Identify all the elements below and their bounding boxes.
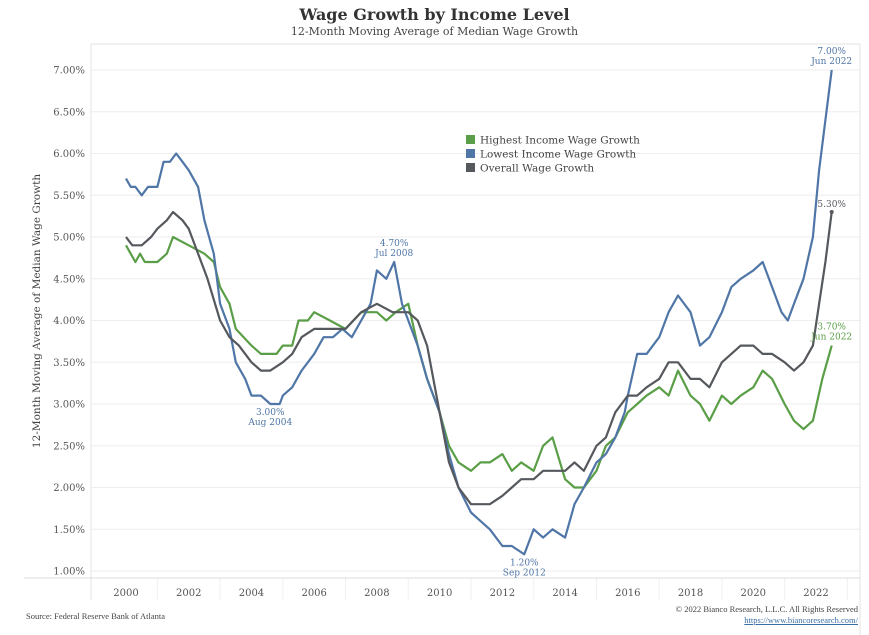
axis-layer: 12-Month Moving Average of Median Wage G… (24, 43, 861, 635)
x-tick-label: 2000 (113, 588, 138, 599)
x-tick-layer: 2000 2002 2004 2006 2008 2010 2012 2014 2016 2018… (113, 588, 828, 599)
y-axis-label: 12-Month Moving Average of Median Wage G… (31, 174, 43, 448)
legend-label-lowest: Lowest Income Wage Growth (480, 149, 636, 161)
y-tick-label: 6.00% (53, 149, 85, 160)
annotation-value: 7.00% (817, 47, 846, 57)
legend-swatch-overall (466, 163, 475, 172)
website-link[interactable]: https://www.biancoresearch.com/ (744, 615, 858, 625)
y-tick-label: 5.50% (53, 191, 85, 202)
series-line-lowest (125, 69, 833, 556)
x-tick-label: 2002 (176, 588, 201, 599)
x-tick-label: 2022 (803, 588, 828, 599)
x-tick-label: 2012 (490, 588, 515, 599)
series-line-highest (125, 235, 833, 489)
annotation-value: 1.20% (510, 558, 539, 568)
annotation-date: Jun 2022 (810, 333, 852, 343)
x-tick-label: 2020 (741, 588, 766, 599)
annotation-layer: 3.00%Aug 2004 4.70%Jul 2008 1.20%Sep 2012 7… (247, 47, 852, 578)
annotation-date: Jul 2008 (374, 249, 413, 259)
y-tick-label: 5.00% (53, 233, 85, 244)
x-tick-label: 2004 (239, 588, 264, 599)
y-tick-label: 4.00% (53, 316, 85, 327)
annotation-date: Sep 2012 (503, 568, 546, 578)
x-tick-label: 2010 (427, 588, 452, 599)
series-line-overall (125, 210, 833, 506)
y-tick-label: 7.00% (53, 66, 85, 77)
annotation-date: Aug 2004 (247, 418, 292, 428)
y-tick-label: 1.50% (53, 525, 85, 536)
copyright-note: © 2022 Bianco Research, L.L.C. All Right… (675, 604, 858, 614)
series-layer (125, 69, 834, 556)
x-tick-label: 2008 (364, 588, 389, 599)
annotation-value: 5.30% (817, 200, 846, 210)
x-tick-label: 2006 (301, 588, 326, 599)
source-note: Source: Federal Reserve Bank of Atlanta (26, 611, 166, 621)
legend-label-overall: Overall Wage Growth (480, 163, 594, 175)
x-tick-label: 2016 (615, 588, 640, 599)
y-tick-label: 4.50% (53, 274, 85, 285)
y-tick-label: 1.00% (53, 567, 85, 578)
grid-layer (91, 69, 860, 600)
legend: Highest Income Wage Growth Lowest Income… (466, 135, 640, 175)
y-tick-label: 2.50% (53, 441, 85, 452)
y-tick-label: 2.00% (53, 483, 85, 494)
y-tick-layer: 1.00% 1.50% 2.00% 2.50% 3.00% 3.50% 4.00% 4.50%… (53, 66, 85, 578)
annotation-value: 3.00% (256, 408, 285, 418)
annotation-value: 4.70% (380, 239, 409, 249)
chart-title: Wage Growth by Income Level (299, 5, 570, 24)
y-tick-label: 6.50% (53, 107, 85, 118)
legend-label-highest: Highest Income Wage Growth (480, 135, 640, 147)
annotation-date: Jun 2022 (810, 57, 852, 67)
y-tick-label: 3.00% (53, 400, 85, 411)
annotation-value: 3.70% (817, 323, 846, 333)
y-tick-label: 3.50% (53, 358, 85, 369)
endpoint-dot-overall (829, 209, 834, 214)
legend-swatch-highest (466, 135, 475, 144)
x-tick-label: 2014 (552, 588, 577, 599)
x-tick-label: 2018 (678, 588, 703, 599)
chart-subtitle: 12-Month Moving Average of Median Wage G… (290, 25, 579, 38)
legend-swatch-lowest (466, 149, 475, 158)
